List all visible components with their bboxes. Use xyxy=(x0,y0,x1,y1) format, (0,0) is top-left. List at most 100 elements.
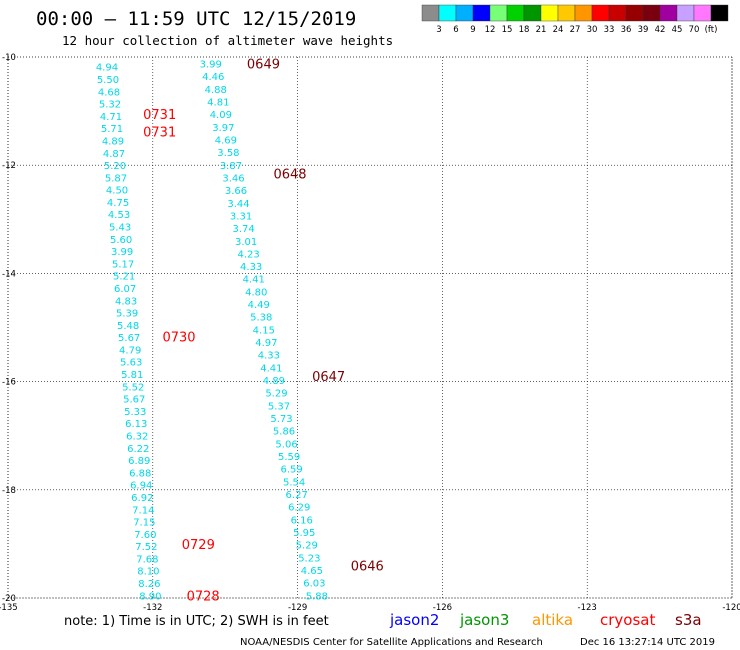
swh-value-label: 5.23 xyxy=(298,553,320,564)
x-tick-label: -129 xyxy=(288,603,307,613)
swh-value-label: 5.37 xyxy=(268,401,290,412)
swh-value-label: 4.68 xyxy=(98,87,120,98)
x-tick-label: -135 xyxy=(0,603,18,613)
swh-values: 4.945.504.68 5.324.715.71 4.89 4.875.205.87… xyxy=(96,59,328,602)
swh-value-label: 4.89 xyxy=(263,376,285,387)
colorbar-swatch xyxy=(625,4,644,22)
swh-value-label: 4.71 xyxy=(100,112,122,123)
colorbar-swatch xyxy=(489,4,508,22)
swh-value-label: 5.87 xyxy=(105,173,127,184)
swh-value-label: 4.33 xyxy=(258,351,280,362)
colorbar-label: 27 xyxy=(570,25,581,35)
colorbar-label: (ft) xyxy=(705,25,718,35)
time-labels: 0731 0731 0730 0729 0728 0649 0648 0647 0646 xyxy=(143,57,384,604)
y-tick-label: -18 xyxy=(2,486,16,496)
swh-value-label: 8.26 xyxy=(138,579,160,590)
swh-value-label: 4.23 xyxy=(238,249,260,260)
pass-time-label: 0730 xyxy=(162,331,195,346)
swh-value-label: 4.79 xyxy=(119,345,141,356)
swh-value-label: 5.86 xyxy=(273,427,295,438)
swh-value-label: 5.38 xyxy=(250,313,272,324)
chart-title: 00:00 – 11:59 UTC 12/15/2019 xyxy=(36,8,356,30)
mission-jason2: jason2 xyxy=(389,611,439,629)
swh-value-label: 4.94 xyxy=(96,63,118,74)
swh-value-label: 6.27 xyxy=(286,490,308,501)
swh-value-label: 3.44 xyxy=(227,199,249,210)
footer-timestamp: Dec 16 13:27:14 UTC 2019 xyxy=(580,637,715,648)
chart-subtitle: 12 hour collection of altimeter wave hei… xyxy=(62,33,393,48)
swh-value-label: 5.88 xyxy=(306,591,328,602)
swh-value-label: 5.95 xyxy=(293,528,315,539)
swh-value-label: 3.87 xyxy=(220,161,242,172)
mission-cryosat: cryosat xyxy=(600,611,655,629)
swh-value-label: 4.88 xyxy=(205,85,227,96)
colorbar-label: 70 xyxy=(689,25,700,35)
colorbar-swatch xyxy=(438,4,457,22)
colorbar-swatch xyxy=(710,4,729,22)
swh-value-label: 6.07 xyxy=(114,284,136,295)
swh-value-label: 4.53 xyxy=(108,210,130,221)
swh-value-label: 5.32 xyxy=(99,100,121,111)
swh-value-label: 5.20 xyxy=(104,161,126,172)
colorbar-label: 36 xyxy=(621,25,632,35)
swh-value-label: 7.52 xyxy=(135,542,157,553)
y-tick-label: -10 xyxy=(2,53,16,63)
x-tick-label: -132 xyxy=(143,603,162,613)
x-tick-label: -123 xyxy=(578,603,597,613)
colorbar-label: 18 xyxy=(519,25,530,35)
swh-value-label: 3.74 xyxy=(232,224,254,235)
colorbar-label: 9 xyxy=(470,25,475,35)
swh-value-label: 5.48 xyxy=(117,321,139,332)
plot-grid xyxy=(7,56,733,599)
colorbar-swatch xyxy=(693,4,712,22)
colorbar-swatch xyxy=(455,4,474,22)
swh-value-label: 3.99 xyxy=(200,59,222,70)
x-tick-label: -120 xyxy=(722,603,740,613)
colorbar-label: 3 xyxy=(436,25,441,35)
swh-value-label: 6.29 xyxy=(288,503,310,514)
swh-value-label: 6.13 xyxy=(125,419,147,430)
swh-value-label: 5.60 xyxy=(110,235,132,246)
colorbar-label: 6 xyxy=(453,25,458,35)
colorbar-swatch xyxy=(642,4,661,22)
swh-value-label: 5.71 xyxy=(101,124,123,135)
colorbar-swatch xyxy=(472,4,491,22)
swh-value-label: 5.29 xyxy=(296,541,318,552)
swh-value-label: 4.15 xyxy=(253,325,275,336)
colorbar-label: 15 xyxy=(502,25,513,35)
swh-value-label: 4.33 xyxy=(240,262,262,273)
swh-value-label: 3.97 xyxy=(212,123,234,134)
pass-time-label: 0731 xyxy=(143,108,176,123)
swh-value-label: 4.87 xyxy=(103,149,125,160)
mission-s3a: s3a xyxy=(675,611,702,629)
y-tick-label: -12 xyxy=(2,161,16,171)
swh-value-label: 5.81 xyxy=(121,370,143,381)
colorbar-swatch xyxy=(523,4,542,22)
pass-time-label: 0648 xyxy=(273,167,306,182)
swh-value-label: 7.60 xyxy=(134,530,156,541)
colorbar-label: 24 xyxy=(553,25,564,35)
swh-value-label: 5.43 xyxy=(109,223,131,234)
swh-value-label: 6.03 xyxy=(303,579,325,590)
swh-value-label: 5.29 xyxy=(265,389,287,400)
swh-value-label: 5.17 xyxy=(112,259,134,270)
colorbar-legend: 3 6 9 12 15 18 21 24 27 30 33 36 39 42 45 70 (ft) xyxy=(421,4,729,35)
swh-value-label: 5.52 xyxy=(122,382,144,393)
swh-value-label: 3.46 xyxy=(222,173,244,184)
swh-value-label: 4.97 xyxy=(255,338,277,349)
colorbar-swatch xyxy=(540,4,559,22)
swh-value-label: 6.94 xyxy=(130,481,152,492)
swh-value-label: 4.83 xyxy=(115,296,137,307)
swh-value-label: 5.06 xyxy=(275,439,297,450)
colorbar-swatch xyxy=(608,4,627,22)
swh-value-label: 7.14 xyxy=(132,505,154,516)
colorbar-label: 39 xyxy=(638,25,649,35)
swh-value-label: 5.50 xyxy=(97,75,119,86)
mission-altika: altika xyxy=(532,611,573,629)
swh-value-label: 5.59 xyxy=(278,452,300,463)
swh-value-label: 8.90 xyxy=(139,591,161,602)
swh-value-label: 4.80 xyxy=(245,287,267,298)
colorbar-swatch xyxy=(574,4,593,22)
swh-value-label: 4.49 xyxy=(248,300,270,311)
